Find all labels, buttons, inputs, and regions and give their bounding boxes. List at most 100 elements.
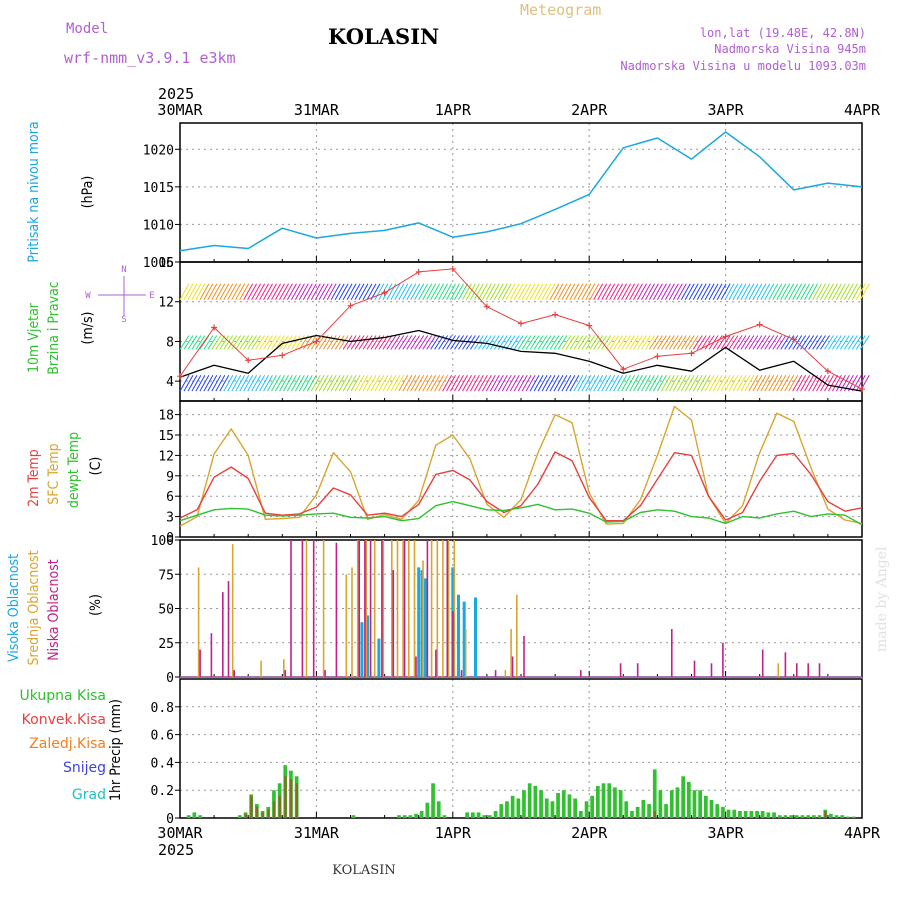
wind-barb-stroke xyxy=(414,374,425,392)
wind-barb-stroke xyxy=(692,335,703,350)
y-tick-label: 0.2 xyxy=(151,784,174,799)
wind-barb-stroke xyxy=(541,374,552,392)
temperature-panel: 0 3 6 9 12 15 18 xyxy=(158,400,863,546)
wind-barb-stroke xyxy=(565,374,576,392)
wind-barb-stroke xyxy=(275,283,285,300)
wind-barb-stroke xyxy=(676,283,687,300)
precip-bar xyxy=(846,816,850,818)
precip-bar xyxy=(186,815,191,818)
wind-barb-stroke xyxy=(235,374,246,392)
conv-precip-bar xyxy=(278,795,281,818)
wind-barb-stroke xyxy=(573,374,584,392)
wind-barb-stroke xyxy=(271,374,281,392)
wind-barb-stroke xyxy=(430,374,441,392)
wind-barb-stroke xyxy=(450,374,460,392)
cloud-label-high: Visoka Oblacnost xyxy=(6,554,22,662)
time-label-bottom: 3APR xyxy=(708,824,745,842)
precip-bar xyxy=(402,815,407,818)
wind-barb-stroke xyxy=(290,335,301,350)
wind-barb-stroke xyxy=(720,374,731,392)
wind-barb-stroke xyxy=(692,283,703,300)
wind-speed-line xyxy=(179,329,863,392)
precip-bar xyxy=(522,790,526,818)
wind-barb-stroke xyxy=(207,335,218,350)
wind-barb-stroke xyxy=(617,374,628,392)
wind-barb-stroke xyxy=(828,283,838,300)
wind-barb-stroke xyxy=(792,374,803,392)
wind-barb-stroke xyxy=(537,283,548,300)
wind-barb-stroke xyxy=(279,374,289,392)
wind-barb-stroke xyxy=(684,283,695,300)
y-tick-label: 1005 xyxy=(143,256,174,271)
wind-barb-stroke xyxy=(294,335,305,350)
y-tick-label: 0 xyxy=(166,671,174,686)
wind-barb-stroke xyxy=(800,283,811,300)
wind-barb-stroke xyxy=(740,374,751,392)
wind-barb-stroke xyxy=(688,335,699,350)
wind-barb-stroke xyxy=(513,374,524,392)
wind-barb-stroke xyxy=(621,335,632,350)
precip-bar xyxy=(596,786,600,818)
wind-barb-stroke xyxy=(481,283,492,300)
wind-barb-stroke xyxy=(485,283,496,300)
wind-barb-stroke xyxy=(279,283,289,300)
wind-barb-stroke xyxy=(247,283,258,300)
wind-barb-stroke xyxy=(223,335,234,350)
wind-barb-stroke xyxy=(720,283,731,300)
wind-gust-marker xyxy=(620,366,627,373)
wind-barb-stroke xyxy=(263,335,273,350)
wind-barb-stroke xyxy=(318,374,329,392)
wind-barb-stroke xyxy=(286,374,297,392)
wind-barb-stroke xyxy=(223,283,234,300)
precip-panel: 0 0.2 0.4 0.6 0.8 xyxy=(151,678,863,827)
wind-barb-stroke xyxy=(191,374,202,392)
wind-barb-stroke xyxy=(561,374,572,392)
precip-bar xyxy=(721,806,725,818)
wind-barb-stroke xyxy=(207,374,218,392)
wind-barb-stroke xyxy=(605,283,616,300)
wind-barb-stroke xyxy=(338,374,349,392)
wind-barb-stroke xyxy=(720,335,731,350)
wind-barb-stroke xyxy=(211,374,222,392)
wind-barb-stroke xyxy=(477,374,488,392)
wind-barb-stroke xyxy=(219,335,230,350)
wind-barb-stroke xyxy=(477,283,488,300)
precip-bar xyxy=(436,801,441,818)
precip-bar xyxy=(709,799,714,818)
wind-barb-stroke xyxy=(816,283,826,300)
wind-barb-stroke xyxy=(378,335,389,350)
wind-barb-stroke xyxy=(768,283,779,300)
precip-bar xyxy=(493,811,498,818)
precip-bar xyxy=(419,811,424,818)
wind-barb-stroke xyxy=(804,374,815,392)
precip-bar xyxy=(704,795,708,818)
wind-barb-stroke xyxy=(533,374,544,392)
precip-bar xyxy=(687,781,691,818)
wind-barb-stroke xyxy=(676,335,687,350)
wind-barb-stroke xyxy=(645,335,655,350)
wind-barb-stroke xyxy=(422,374,433,392)
wind-barb-stroke xyxy=(716,335,727,350)
wind-barb-stroke xyxy=(680,335,691,350)
wind-barb-stroke xyxy=(637,335,647,350)
wind-barb-stroke xyxy=(410,374,421,392)
wind-barb-stroke xyxy=(263,374,273,392)
wind-barb-stroke xyxy=(648,283,659,300)
wind-barb-stroke xyxy=(390,335,401,350)
wind-barb-stroke xyxy=(207,283,218,300)
wind-barb-stroke xyxy=(545,374,556,392)
wind-barb-stroke xyxy=(330,283,341,300)
wind-barb-stroke xyxy=(664,335,675,350)
precip-bar xyxy=(675,787,680,818)
pressure-panel: 1005 1010 1015 1020 xyxy=(143,122,863,271)
wind-barb-stroke xyxy=(342,283,353,300)
wind-barb-stroke xyxy=(736,335,747,350)
precip-bar xyxy=(834,815,839,818)
wind-barb-stroke xyxy=(680,283,691,300)
time-label-bottom: 2APR xyxy=(571,824,608,842)
wind-barb-stroke xyxy=(286,283,297,300)
wind-barb-stroke xyxy=(505,335,516,350)
wind-barb-stroke xyxy=(446,283,456,300)
conv-precip-bar xyxy=(267,809,270,818)
